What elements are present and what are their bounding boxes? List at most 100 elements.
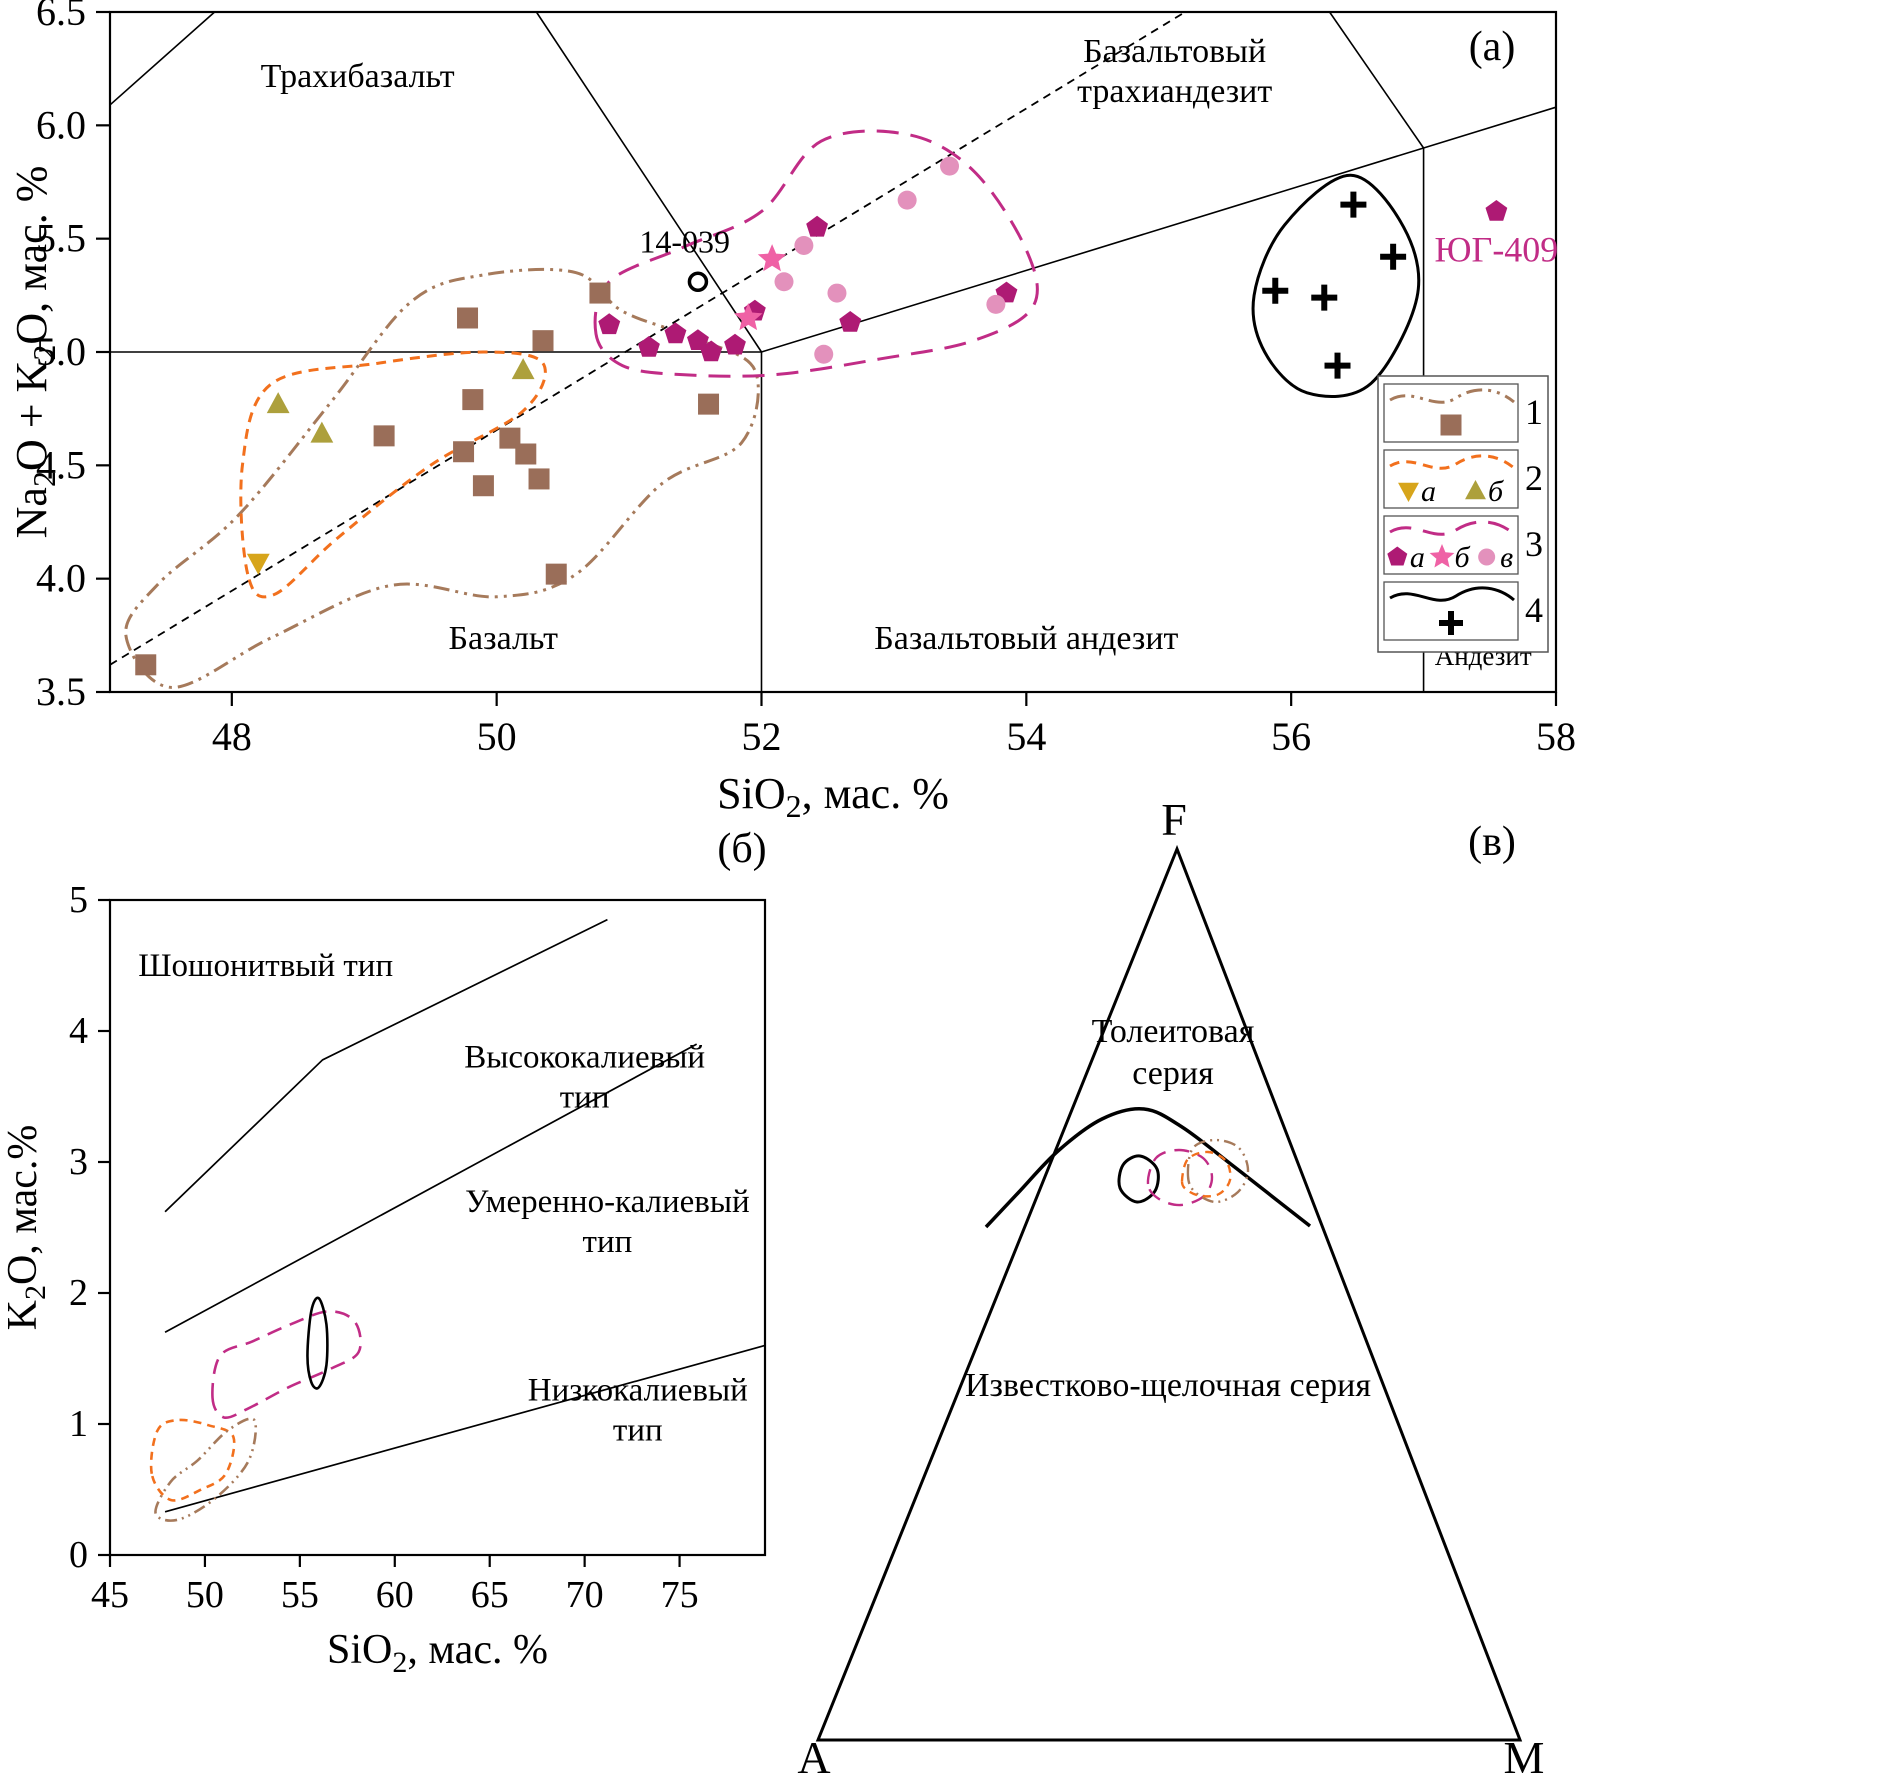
y-tick-label: 5.5: [36, 216, 86, 261]
x-tick-label: 65: [471, 1574, 509, 1616]
y-tick-label: 5: [69, 879, 88, 921]
high-k-line: [164, 1043, 698, 1334]
panel-label-b: (б): [717, 826, 766, 872]
legend-outline-sample: [1389, 454, 1515, 470]
y-axis-title: K2O, мас.%: [0, 1125, 52, 1331]
legend-letter: б: [1454, 541, 1470, 574]
annotation-14-039: 14-039: [639, 223, 730, 259]
series-circles: [774, 156, 1006, 364]
panel-c: F A M Толеитовая серия Известково-щелочная се…: [797, 795, 1545, 1779]
panel-label-a: (а): [1469, 24, 1516, 70]
hull-group-4: [1117, 1154, 1160, 1204]
x-tick-label: 55: [281, 1574, 319, 1616]
y-tick-label: 6.5: [36, 0, 86, 34]
crosses-point: [1380, 243, 1407, 270]
panel-label-c: (в): [1468, 819, 1516, 865]
series-squares: [135, 282, 720, 676]
plot-frame-b: [108, 898, 767, 1557]
squares-point: [698, 393, 720, 415]
stars-point: [734, 303, 763, 331]
hull-group-4: [1251, 173, 1421, 398]
x-tick-label: 54: [1006, 714, 1046, 759]
series-triangles-up: [266, 358, 535, 443]
hull-group-3: [593, 129, 1039, 378]
legend-outline-sample: [1389, 520, 1515, 536]
squares-point: [589, 282, 611, 304]
y-tick-label: 0: [69, 1534, 88, 1576]
legend-box: [1377, 375, 1549, 653]
legend-symbol-square: [1440, 414, 1462, 436]
pentagons-point: [687, 329, 709, 350]
hull-group-2: [239, 350, 547, 599]
crosses-point: [1311, 284, 1338, 311]
legend-outline-sample: [1389, 586, 1515, 602]
sample-14-039-point: [687, 271, 709, 292]
legend-row-box: [1383, 515, 1519, 575]
x-tick-label: 60: [376, 1574, 414, 1616]
hull-group-3: [1146, 1148, 1214, 1207]
rock-field-label: Трахибазальт: [261, 58, 455, 95]
potassium-field-label: Высококалиевый: [464, 1040, 705, 1076]
squares-point: [472, 475, 494, 497]
legend-letter: б: [1488, 475, 1504, 508]
series-field-label: Толеитовая: [1092, 1013, 1255, 1050]
legend-symbol-triangle-up: [1465, 480, 1486, 500]
vertex-label-M: M: [1504, 1732, 1545, 1779]
triangle-down-point: [246, 553, 270, 575]
squares-point: [373, 425, 395, 447]
circles-point: [897, 190, 917, 210]
rock-field-label: Базальтовый: [1083, 33, 1266, 70]
triangles-up-point: [511, 358, 535, 380]
squares-point: [515, 443, 537, 465]
panel-a: 48 50 52 54 56 58 3.5 4.0 4.5 5.0 5.5 6.0 6.5 SiO2, м…: [7, 0, 1576, 820]
x-tick-label: 56: [1271, 714, 1311, 759]
squares-point: [135, 654, 157, 676]
circles-point: [774, 272, 794, 292]
potassium-field-label: тип: [613, 1412, 663, 1448]
x-tick-label: 75: [661, 1574, 699, 1616]
field-boundary-line: [109, 11, 216, 106]
y-tick-label: 6.0: [36, 102, 86, 147]
x-tick-label: 52: [741, 714, 781, 759]
potassium-field-label: тип: [583, 1224, 633, 1260]
y-tick-label: 3.5: [36, 669, 86, 714]
pentagons-point: [664, 322, 687, 344]
series-stars: [734, 244, 787, 331]
legend-row-box: [1383, 383, 1519, 443]
legend-outline-sample: [1389, 388, 1515, 404]
series-divider-curve: [984, 1107, 1312, 1229]
ternary-triangle: [815, 844, 1523, 1742]
potassium-field-label: Низкокалиевый: [528, 1372, 748, 1408]
y-tick-label: 4: [69, 1010, 88, 1052]
squares-point: [462, 389, 484, 411]
legend-letter: а: [1421, 475, 1436, 508]
series-pentagons: [598, 200, 1508, 362]
stars-point: [757, 244, 787, 272]
series-crosses: [1262, 191, 1407, 379]
circles-point: [827, 283, 847, 303]
legend-number: 1: [1525, 392, 1543, 432]
hull-group-2: [1180, 1150, 1232, 1198]
rock-field-label: Базальт: [449, 620, 559, 657]
legend-letter: а: [1410, 541, 1425, 574]
circles-point: [794, 235, 814, 255]
legend-number: 3: [1525, 524, 1543, 564]
potassium-field-label: тип: [560, 1080, 610, 1116]
squares-point: [528, 468, 550, 490]
hull-group-2: [149, 1418, 236, 1502]
y-tick-label: 2: [69, 1272, 88, 1314]
triangles-up-point: [266, 392, 290, 414]
series-field-label: Известково-щелочная серия: [965, 1367, 1371, 1404]
legend-letter: в: [1500, 541, 1513, 574]
pentagons-point: [700, 340, 723, 362]
x-tick-label: 45: [91, 1574, 129, 1616]
squares-point: [532, 330, 554, 352]
x-tick-label: 50: [477, 714, 517, 759]
circles-point: [814, 344, 834, 364]
low-k-line: [164, 1344, 766, 1513]
legend-number: 2: [1525, 458, 1543, 498]
hull-group-1: [154, 1417, 258, 1522]
hull-group-1: [1186, 1138, 1250, 1204]
rock-field-label: трахиандезит: [1077, 73, 1272, 110]
